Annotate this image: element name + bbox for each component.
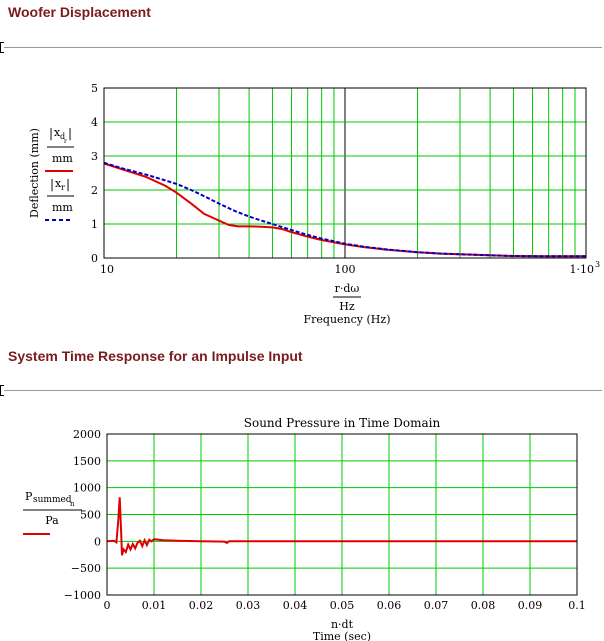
y-tick-label: 2: [91, 184, 98, 197]
legend-entry: | x r | mm: [45, 177, 74, 221]
x-tick-label: 0.06: [377, 599, 402, 612]
y-axis-unit: Pa: [45, 514, 59, 527]
grid: [104, 88, 586, 258]
legend-sub: r: [61, 183, 65, 192]
y-tick-label: −500: [71, 562, 101, 575]
x-axis-expr: n·dt: [331, 618, 354, 631]
x-tick-label: 0: [104, 599, 111, 612]
legend-unit: mm: [52, 152, 73, 165]
legend-entry: | x d r | mm: [45, 126, 74, 172]
x-axis-caption: Time (sec): [313, 630, 371, 641]
x-tick-labels: 10 100 1·10 3: [100, 260, 600, 276]
region-divider: [4, 390, 602, 391]
series-line-solid: [103, 162, 586, 258]
x-tick-label: 0.01: [142, 599, 167, 612]
x-tick-label: 0.03: [236, 599, 261, 612]
x-tick-label: 0.05: [330, 599, 355, 612]
x-tick-label: 0.09: [518, 599, 543, 612]
x-axis-expr: r·dω: [335, 282, 360, 295]
x-axis-unit: Hz: [339, 300, 355, 313]
series-line: [106, 497, 577, 556]
x-tick-label: 1·10: [570, 263, 595, 276]
x-axis-caption: Frequency (Hz): [304, 313, 391, 326]
y-axis-label: P summed n Pa: [23, 490, 82, 535]
legend-bar-left: |: [49, 126, 53, 140]
y-tick-label: 3: [91, 150, 98, 163]
x-tick-label: 100: [335, 263, 356, 276]
x-tick-exponent: 3: [595, 260, 600, 269]
x-tick-labels: 0 0.01 0.02 0.03 0.04 0.05 0.06 0.07 0.08 0.09 0.1: [104, 599, 586, 612]
y-tick-label: 0: [91, 252, 98, 265]
y-tick-label: 0: [94, 535, 101, 548]
grid: [107, 434, 577, 595]
y-tick-label: 1500: [73, 455, 101, 468]
legend-expr: x: [55, 177, 62, 190]
y-tick-label: 2000: [73, 428, 101, 441]
x-tick-label: 0.1: [568, 599, 586, 612]
legend-unit: mm: [52, 201, 73, 214]
legend-expr: x: [54, 126, 61, 139]
y-tick-labels: 0 1 2 3 4 5: [91, 82, 98, 265]
plot-frame: [106, 433, 578, 596]
x-tick-label: 0.07: [424, 599, 449, 612]
legend-bar-left: |: [50, 177, 54, 191]
x-tick-label: 10: [100, 263, 114, 276]
region-divider: [4, 47, 602, 48]
y-tick-label: 1: [91, 218, 98, 231]
x-tick-label: 0.08: [471, 599, 496, 612]
series-group: [106, 497, 577, 556]
y-tick-label: −1000: [64, 589, 101, 602]
region-bracket[interactable]: [0, 42, 4, 53]
y-axis-expr: P: [25, 490, 33, 503]
y-axis-sub: summed: [33, 495, 72, 505]
region-bracket[interactable]: [0, 385, 4, 396]
y-tick-labels: −1000 −500 0 500 1000 1500 2000: [64, 428, 101, 602]
chart-title: Sound Pressure in Time Domain: [244, 416, 441, 430]
section-title-woofer: Woofer Displacement: [8, 4, 151, 20]
y-axis-caption: Deflection (mm): [28, 128, 41, 218]
y-tick-label: 5: [91, 82, 98, 95]
legend-bar-right: |: [66, 177, 70, 191]
y-tick-label: 1000: [73, 482, 101, 495]
legend-bar-right: |: [68, 126, 72, 140]
series-line-dashed: [103, 161, 586, 258]
y-tick-label: 4: [91, 116, 98, 129]
series-group: [103, 161, 586, 258]
y-axis-subsub: n: [70, 500, 75, 508]
section-title-impulse: System Time Response for an Impulse Inpu…: [8, 348, 303, 364]
legend-sub: d: [60, 132, 65, 141]
x-tick-label: 0.04: [283, 599, 308, 612]
legend-subsub: r: [64, 138, 67, 145]
y-tick-label: 500: [80, 509, 101, 522]
plot-frame: [103, 87, 587, 259]
x-tick-label: 0.02: [189, 599, 214, 612]
